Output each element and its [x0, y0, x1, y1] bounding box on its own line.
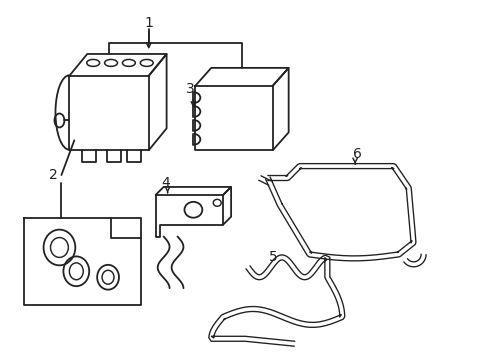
Text: 4: 4: [161, 176, 170, 190]
Text: 5: 5: [269, 251, 278, 264]
Text: 6: 6: [352, 147, 361, 161]
Text: 3: 3: [185, 82, 194, 96]
Text: 2: 2: [49, 168, 58, 182]
Text: 1: 1: [144, 16, 153, 30]
